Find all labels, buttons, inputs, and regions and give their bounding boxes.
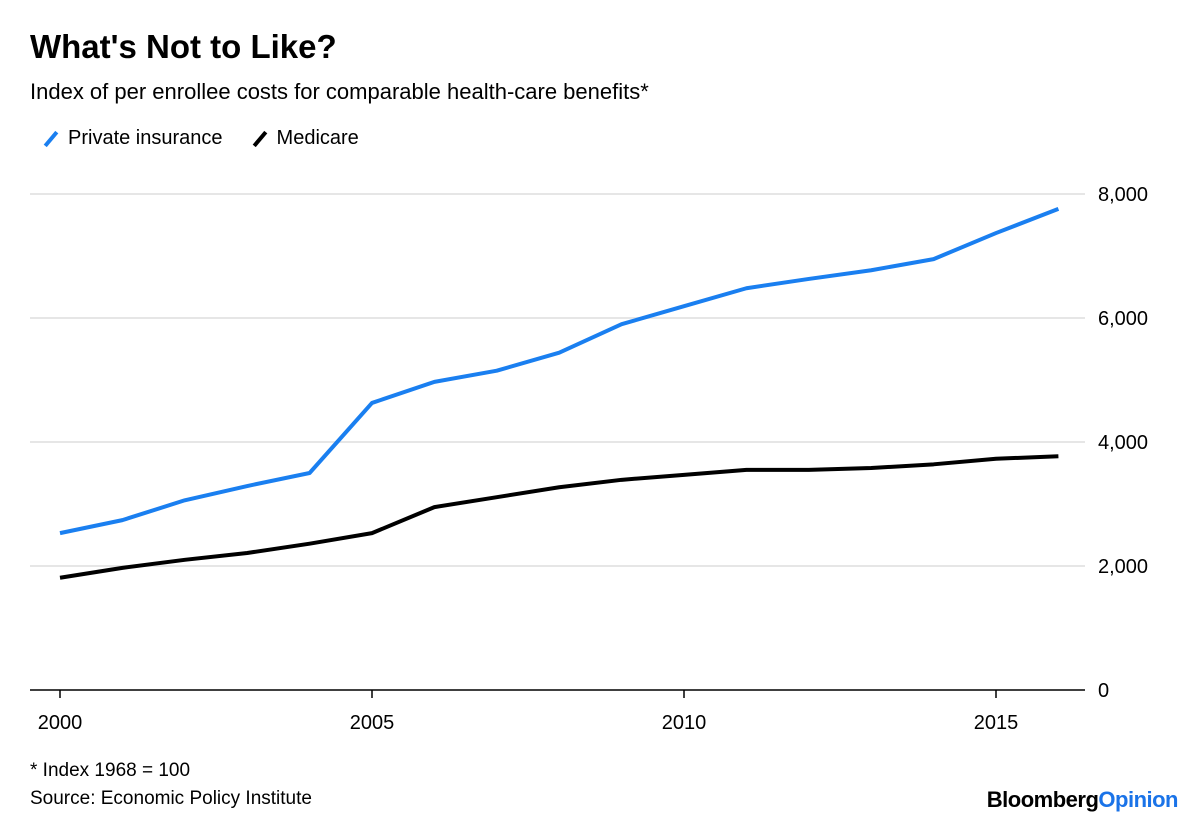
logo-part1: Bloomberg [986,787,1099,812]
logo-part2: Opinion [1098,787,1178,812]
bloomberg-opinion-logo: BloombergOpinion [986,787,1179,813]
x-tick-label: 2015 [974,712,1019,734]
y-tick-label: 2,000 [1098,556,1148,578]
series-line-private-insurance [59,207,1060,536]
legend: Private insurance Medicare [42,127,359,150]
chart-title: What's Not to Like? [30,28,337,65]
legend-item-medicare: Medicare [251,127,359,150]
footnote: * Index 1968 = 100 [30,760,191,781]
chart-subtitle: Index of per enrollee costs for comparab… [30,79,649,104]
source-note: Source: Economic Policy Institute [30,788,312,809]
y-tick-label: 0 [1098,680,1109,702]
y-tick-label: 8,000 [1098,184,1148,206]
x-tick-label: 2010 [662,712,707,734]
legend-label-medicare: Medicare [276,127,359,149]
series-line-medicare [59,454,1059,580]
x-tick-label: 2000 [38,712,83,734]
legend-label-private: Private insurance [68,127,223,149]
x-tick-label: 2005 [350,712,395,734]
legend-item-private-insurance: Private insurance [42,127,223,150]
y-tick-label: 4,000 [1098,432,1148,454]
y-tick-label: 6,000 [1098,308,1148,330]
